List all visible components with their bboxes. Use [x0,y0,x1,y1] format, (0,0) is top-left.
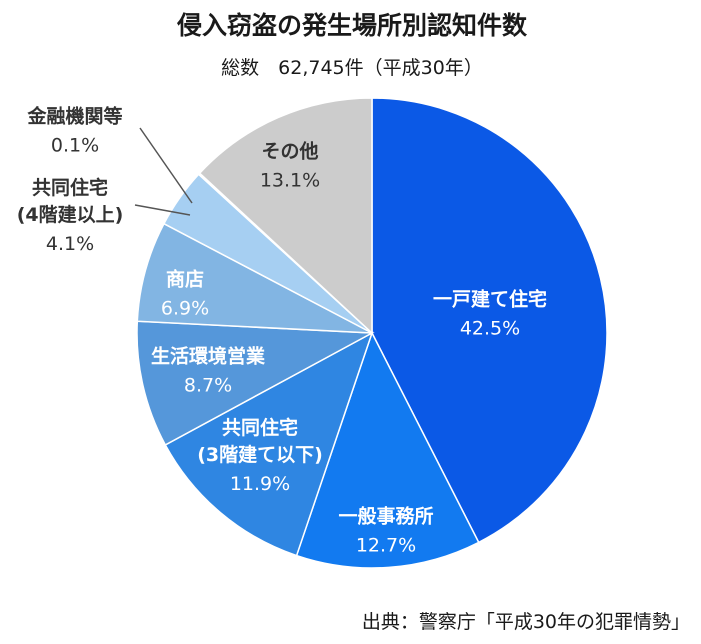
slice-value-label: 0.1% [51,135,99,157]
slice-label: 生活環境営業 [151,345,266,368]
slice-label: 金融機関等 [26,105,122,128]
slice-label: 一戸建て住宅 [433,288,547,311]
chart-source: 出典：警察庁「平成30年の犯罪情勢」 [362,611,690,633]
slice-labels: 一戸建て住宅 42.5% 一般事務所 12.7% 共同住宅 (3階建て以下) 11.9% 生活… [17,105,547,557]
chart-title: 侵入窃盗の発生場所別認知件数 [176,11,528,40]
slice-label: (4階建以上) [17,203,124,226]
leader-lines [134,127,193,216]
pie-slice [198,97,373,335]
pie-slice [164,331,374,557]
slice-value-label: 6.9% [161,298,209,320]
pie-slices [136,97,608,569]
pie-slice [371,97,608,544]
slice-label: その他 [261,140,318,163]
slice-value-label: 12.7% [356,535,416,557]
slice-value-label: 4.1% [46,233,94,255]
slice-label: 共同住宅 [222,416,298,439]
slice-label: 商店 [166,268,204,291]
slice-value-label: 8.7% [184,375,232,397]
leader-line [139,127,193,204]
pie-slice [136,320,375,446]
slice-value-label: 42.5% [460,318,520,340]
slice-label: 一般事務所 [338,505,433,528]
chart-subtitle: 総数 62,745件（平成30年） [221,57,483,79]
slice-value-label: 13.1% [260,170,320,192]
slice-value-label: 11.9% [230,473,290,495]
slice-label: (3階建て以下) [197,443,323,466]
leader-line [134,204,191,216]
slice-label: 共同住宅 [32,176,108,199]
pie-slice [295,331,480,569]
